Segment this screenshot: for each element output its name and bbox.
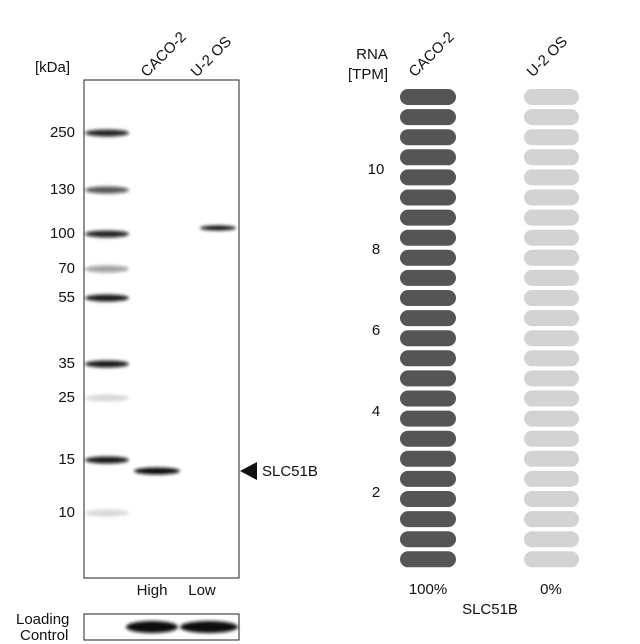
- ladder-band: [85, 394, 129, 402]
- marker-label: 25: [58, 389, 75, 406]
- rna-pill: [400, 169, 456, 186]
- ladder-band: [85, 360, 129, 368]
- level-label: Low: [188, 582, 216, 599]
- rna-pill: [400, 430, 456, 447]
- rna-pill: [400, 450, 456, 467]
- rna-pill: [400, 269, 456, 286]
- percentage: 100%: [409, 581, 447, 598]
- rna-tick-label: 4: [372, 403, 380, 420]
- rna-pill: [400, 129, 456, 146]
- ladder-band: [85, 230, 129, 238]
- lane-label: CACO-2: [138, 29, 190, 81]
- marker-label: 130: [50, 181, 75, 198]
- ladder-band: [85, 509, 129, 517]
- rna-pill: [524, 470, 579, 487]
- rna-pill: [524, 531, 579, 548]
- rna-pill: [524, 290, 579, 306]
- rna-pill: [524, 450, 579, 467]
- rna-pill: [524, 209, 579, 226]
- ladder-band: [85, 294, 129, 302]
- cell-line-label: U-2 OS: [524, 33, 571, 80]
- unit-label: [kDa]: [35, 59, 70, 76]
- rna-tick-label: 10: [368, 161, 385, 178]
- rna-pill: [400, 410, 456, 427]
- rna-pill: [400, 511, 456, 528]
- rna-pill: [524, 89, 579, 105]
- rna-pill: [400, 390, 456, 407]
- rna-pill: [524, 249, 579, 266]
- rna-pill: [524, 149, 579, 166]
- axis-label: RNA: [356, 46, 388, 63]
- rna-pill: [400, 229, 456, 246]
- rna-pill: [524, 491, 579, 507]
- loading-band: [126, 621, 178, 633]
- marker-label: 100: [50, 225, 75, 242]
- rna-pill: [400, 189, 456, 206]
- level-label: High: [137, 582, 168, 599]
- rna-pill: [524, 511, 579, 528]
- loading-band: [180, 621, 238, 633]
- rna-pill: [400, 89, 456, 105]
- marker-label: 250: [50, 124, 75, 141]
- ladder-band: [85, 186, 129, 194]
- rna-pill: [400, 290, 456, 306]
- rna-pill: [524, 551, 579, 568]
- marker-label: 55: [58, 289, 75, 306]
- marker-label: 35: [58, 355, 75, 372]
- band: [134, 467, 180, 475]
- arrow: [240, 462, 257, 480]
- marker-label: 10: [58, 504, 75, 521]
- rna-pill: [400, 370, 456, 387]
- rna-pill: [524, 169, 579, 186]
- blot-frame: [83, 79, 240, 579]
- rna-pill: [400, 249, 456, 266]
- rna-pill: [524, 350, 579, 367]
- rna-tick-label: 8: [372, 241, 380, 258]
- rna-pill: [524, 370, 579, 387]
- target-label: SLC51B: [262, 463, 318, 480]
- rna-pill: [400, 491, 456, 507]
- rna-pill: [524, 269, 579, 286]
- percentage: 0%: [540, 581, 562, 598]
- lane-label: U-2 OS: [188, 33, 235, 80]
- rna-tick-label: 2: [372, 484, 380, 501]
- rna-pill: [400, 209, 456, 226]
- marker-label: 70: [58, 260, 75, 277]
- rna-pill: [524, 109, 579, 126]
- rna-pill: [400, 310, 456, 327]
- rna-pill: [400, 470, 456, 487]
- rna-pill: [400, 350, 456, 367]
- rna-pill: [400, 330, 456, 347]
- rna-pill: [400, 551, 456, 568]
- rna-pill: [400, 531, 456, 548]
- axis-label: [TPM]: [348, 66, 388, 83]
- marker-label: 15: [58, 451, 75, 468]
- band: [200, 225, 236, 231]
- rna-pill: [524, 189, 579, 206]
- ladder-band: [85, 129, 129, 137]
- rna-pill: [524, 390, 579, 407]
- rna-pill: [400, 109, 456, 126]
- gene-label: SLC51B: [462, 601, 518, 618]
- rna-pill: [524, 410, 579, 427]
- ladder-band: [85, 265, 129, 273]
- rna-pill: [524, 229, 579, 246]
- rna-pill: [400, 149, 456, 166]
- ladder-band: [85, 456, 129, 464]
- rna-pill: [524, 129, 579, 146]
- loading-label: Loading: [16, 611, 69, 628]
- rna-tick-label: 6: [372, 322, 380, 339]
- rna-pill: [524, 310, 579, 327]
- rna-pill: [524, 430, 579, 447]
- rna-pill: [524, 330, 579, 347]
- loading-label: Control: [20, 627, 68, 644]
- cell-line-label: CACO-2: [406, 29, 458, 81]
